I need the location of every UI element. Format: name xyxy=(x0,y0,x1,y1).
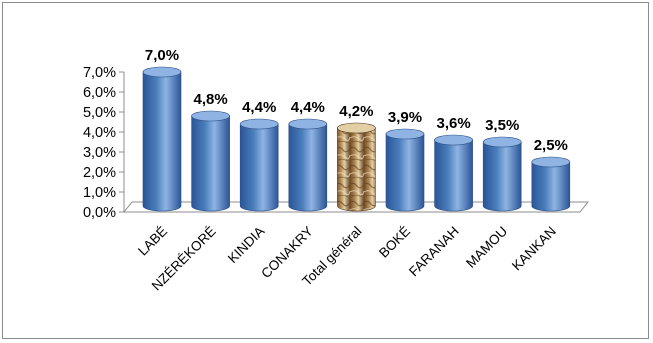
y-tick-label: 6,0% xyxy=(83,85,116,101)
bar xyxy=(434,134,473,212)
data-label: 4,4% xyxy=(291,99,325,116)
bar-top xyxy=(531,156,571,168)
data-label: 3,5% xyxy=(485,117,519,134)
x-category-label: KANKAN xyxy=(509,224,559,274)
data-label: 7,0% xyxy=(145,47,179,64)
bar-body xyxy=(531,161,571,212)
y-tick-label: 0,0% xyxy=(83,205,116,221)
x-category-label: MAMOU xyxy=(463,224,510,271)
y-tick-label: 1,0% xyxy=(83,185,116,201)
y-tick-label: 5,0% xyxy=(83,105,116,121)
bar xyxy=(482,136,522,212)
bar-top xyxy=(337,122,376,134)
bar-top xyxy=(482,136,522,148)
data-label: 3,9% xyxy=(388,109,422,126)
bar xyxy=(239,118,279,212)
bar xyxy=(385,128,425,212)
bar xyxy=(191,110,230,212)
bar-top xyxy=(385,128,425,140)
bar-body xyxy=(337,127,376,212)
y-tick-label: 3,0% xyxy=(83,145,116,161)
bar-top xyxy=(434,134,473,146)
y-tick-label: 7,0% xyxy=(83,65,116,81)
data-label: 3,6% xyxy=(436,115,470,132)
axes xyxy=(119,71,590,213)
data-label: 4,2% xyxy=(339,103,373,120)
bar-body xyxy=(239,123,279,212)
data-label: 4,8% xyxy=(193,91,227,108)
data-label: 4,4% xyxy=(242,99,276,116)
bar-top xyxy=(191,110,230,122)
bar-body xyxy=(434,139,473,212)
bar-body xyxy=(385,133,425,212)
bar-body xyxy=(288,123,328,212)
bar-body xyxy=(191,115,230,212)
x-category-label: LABÉ xyxy=(135,224,170,259)
x-category-label: BOKÉ xyxy=(376,224,413,261)
x-category-label: KINDIA xyxy=(225,224,267,266)
bar-body xyxy=(142,71,182,212)
y-tick-label: 4,0% xyxy=(83,125,116,141)
bar xyxy=(288,118,328,212)
bar-top xyxy=(239,118,279,130)
chart-floor xyxy=(122,201,590,213)
bar-body xyxy=(482,141,522,212)
bar-top xyxy=(142,66,182,78)
bar xyxy=(142,66,182,212)
x-category-label: FARANAH xyxy=(406,224,462,280)
bar-top xyxy=(288,118,328,130)
y-tick-label: 2,0% xyxy=(83,165,116,181)
bars xyxy=(142,66,571,212)
bar xyxy=(531,156,571,212)
bar xyxy=(337,122,376,212)
data-label: 2,5% xyxy=(534,137,568,154)
